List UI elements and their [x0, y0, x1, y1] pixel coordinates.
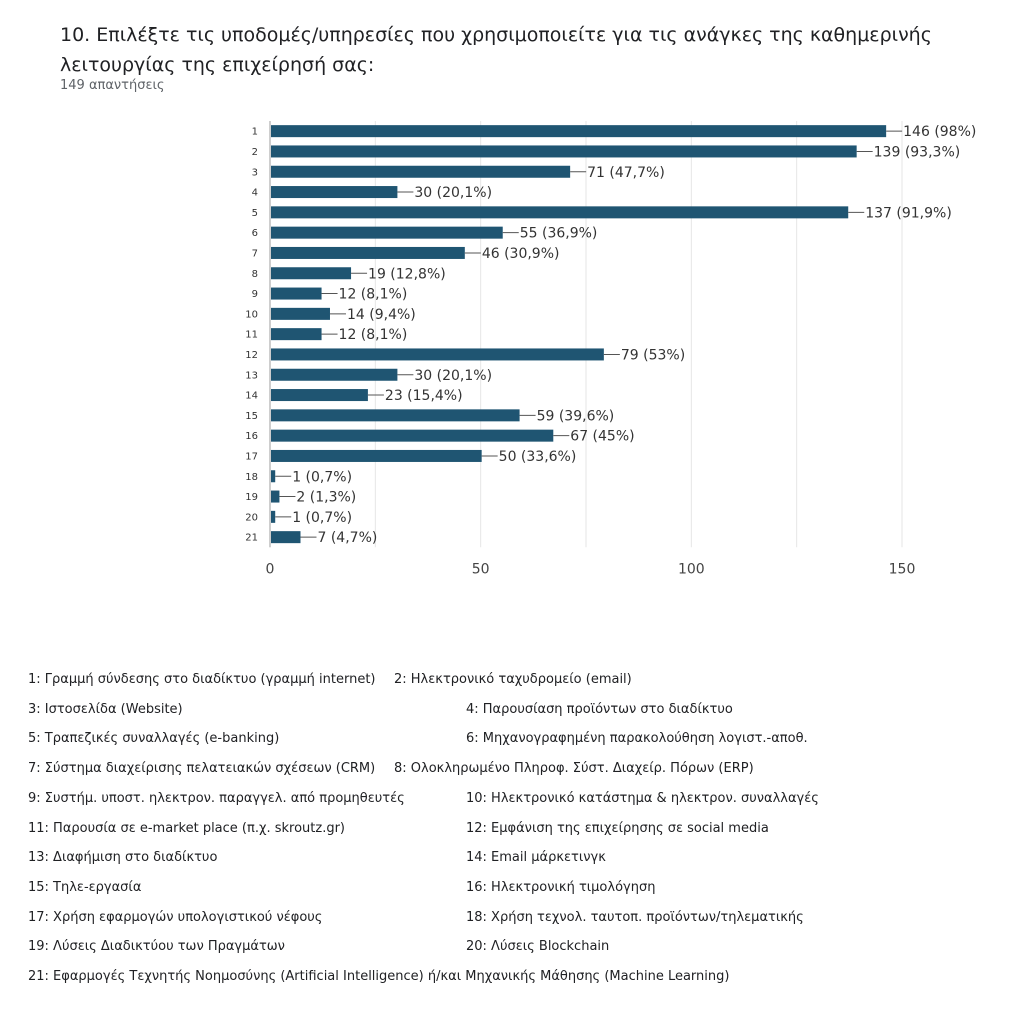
bar: [271, 510, 276, 523]
category-label: 2: [252, 147, 258, 158]
data-label: 12 (8,1%): [339, 327, 408, 343]
legend-item: 17: Χρήση εφαρμογών υπολογιστικού νέφους: [28, 909, 323, 925]
data-label: 7 (4,7%): [317, 530, 377, 546]
legend-item: 2: Ηλεκτρονικό ταχυδρομείο (email): [394, 672, 632, 687]
bar: [271, 328, 322, 341]
category-label: 11: [245, 330, 258, 341]
data-label: 146 (98%): [903, 124, 976, 140]
bar: [271, 307, 330, 320]
legend-item: 11: Παρουσία σε e-market place (π.χ. skr…: [28, 820, 346, 836]
legend-item: 21: Εφαρμογές Τεχνητής Νοημοσύνης (Artif…: [28, 969, 730, 984]
legend-item: 20: Λύσεις Blockchain: [466, 939, 610, 955]
data-label: 71 (47,7%): [587, 165, 665, 181]
data-label: 23 (15,4%): [385, 388, 463, 404]
bar: [271, 348, 604, 361]
legend-item: 16: Ηλεκτρονική τιμολόγηση: [466, 879, 656, 895]
bar: [271, 429, 554, 442]
data-label: 55 (36,9%): [520, 226, 598, 242]
category-label: 16: [245, 431, 258, 442]
category-label: 4: [252, 188, 258, 199]
data-label: 19 (12,8%): [368, 266, 446, 282]
category-label: 12: [245, 350, 258, 361]
bar: [271, 246, 465, 259]
data-label: 50 (33,6%): [499, 449, 577, 465]
bar: [271, 368, 398, 381]
bar: [271, 470, 276, 483]
data-labels: 146 (98%) 139 (93,3%) 71 (47,7%) 30 (20,1%)…: [275, 124, 976, 546]
data-label: 2 (1,3%): [296, 490, 356, 506]
legend-item: 19: Λύσεις Διαδικτύου των Πραγμάτων: [28, 939, 285, 955]
bars: [271, 125, 887, 544]
category-label: 1: [252, 127, 258, 138]
bar: [271, 165, 571, 178]
bar: [271, 226, 503, 239]
bar: [271, 389, 368, 402]
legend-item: 8: Ολοκληρωμένο Πληροφ. Σύστ. Διαχείρ. Π…: [394, 761, 754, 777]
category-label: 19: [245, 492, 258, 503]
category-label: 5: [252, 208, 258, 219]
bar: [271, 531, 301, 544]
legend-item: 12: Εμφάνιση της επιχείρησης σε social m…: [466, 820, 769, 836]
x-tick-label: 0: [266, 561, 275, 577]
bar: [271, 125, 887, 138]
bar: [271, 186, 398, 199]
response-count: 149 απαντήσεις: [60, 78, 165, 93]
legend-item: 6: Μηχανογραφημένη παρακολούθηση λογιστ.…: [466, 731, 808, 747]
category-label: 13: [245, 370, 258, 381]
legend-item: 9: Συστήμ. υποστ. ηλεκτρον. παραγγελ. απ…: [28, 790, 405, 806]
category-label: 20: [245, 512, 258, 523]
x-tick-label: 100: [678, 561, 705, 577]
data-label: 67 (45%): [570, 429, 634, 445]
category-label: 17: [245, 451, 258, 462]
data-label: 59 (39,6%): [537, 408, 615, 424]
data-label: 30 (20,1%): [414, 368, 492, 384]
category-label: 21: [245, 533, 258, 544]
question-title: 10. Επιλέξτε τις υποδομές/υπηρεσίες που …: [60, 24, 932, 76]
legend-item: 7: Σύστημα διαχείρισης πελατειακών σχέσε…: [28, 761, 376, 777]
bar: [271, 267, 352, 280]
legend-item: 5: Τραπεζικές συναλλαγές (e-banking): [28, 731, 280, 747]
data-label: 1 (0,7%): [292, 469, 352, 485]
x-tick-label: 50: [472, 561, 490, 577]
bar: [271, 490, 280, 503]
bar: [271, 449, 482, 462]
x-tick-label: 150: [889, 561, 916, 577]
category-label: 15: [245, 411, 258, 422]
category-label: 6: [252, 228, 258, 239]
bar-chart: 146 (98%) 139 (93,3%) 71 (47,7%) 30 (20,1%)…: [245, 121, 976, 577]
data-label: 1 (0,7%): [292, 510, 352, 526]
category-label: 9: [252, 289, 258, 300]
category-label: 8: [252, 269, 258, 280]
category-label: 3: [252, 167, 258, 178]
legend-item: 1: Γραμμή σύνδεσης στο διαδίκτυο (γραμμή…: [28, 672, 376, 687]
data-label: 12 (8,1%): [339, 287, 408, 303]
axes: 0 50 100 1501234567891011121314151617181920…: [245, 121, 915, 577]
legend-item: 15: Τηλε-εργασία: [28, 879, 142, 895]
data-label: 30 (20,1%): [414, 185, 492, 201]
legend-item: 3: Ιστοσελίδα (Website): [28, 701, 183, 717]
legend-item: 13: Διαφήμιση στο διαδίκτυο: [28, 850, 218, 866]
bar: [271, 206, 849, 219]
legend-item: 4: Παρουσίαση προϊόντων στο διαδίκτυο: [466, 701, 733, 717]
category-label: 18: [245, 472, 258, 483]
bar: [271, 287, 322, 300]
category-label: 7: [252, 248, 258, 259]
data-label: 139 (93,3%): [874, 144, 961, 160]
bar: [271, 409, 520, 422]
data-label: 79 (53%): [621, 347, 685, 363]
data-label: 46 (30,9%): [482, 246, 560, 262]
bar: [271, 145, 857, 158]
data-label: 14 (9,4%): [347, 307, 416, 323]
category-label: 14: [245, 391, 258, 402]
legend-item: 14: Email μάρκετινγκ: [466, 850, 606, 866]
legend-item: 18: Χρήση τεχνολ. ταυτοπ. προϊόντων/τηλε…: [466, 909, 804, 925]
data-label: 137 (91,9%): [865, 205, 952, 221]
legend-item: 10: Ηλεκτρονικό κατάστημα & ηλεκτρον. συ…: [466, 790, 819, 806]
category-label: 10: [245, 309, 258, 320]
